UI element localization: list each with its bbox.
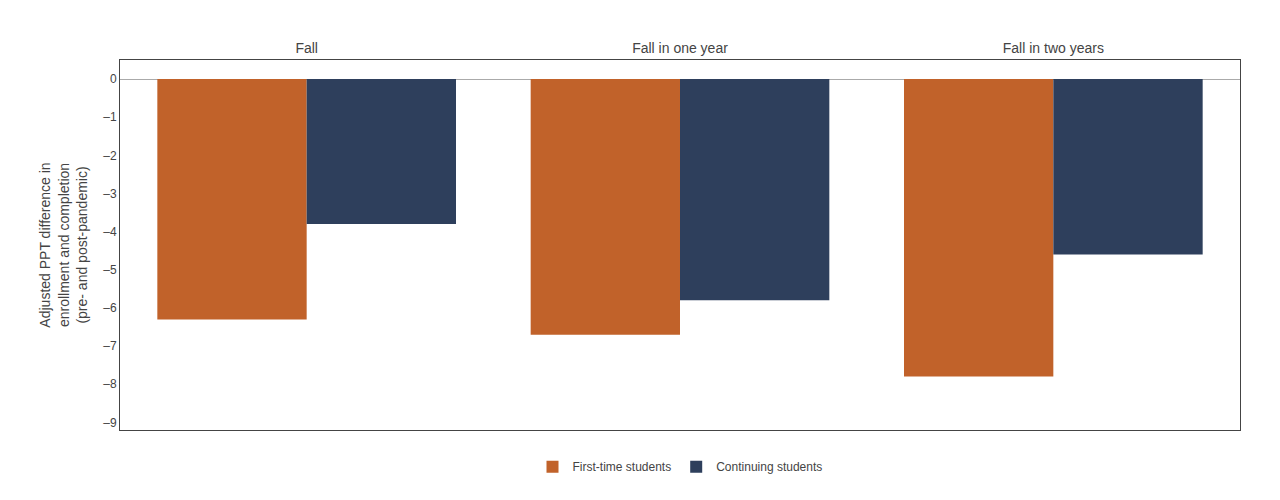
svg-text:–4: –4 [103, 225, 117, 239]
svg-text:Adjusted PPT difference inenro: Adjusted PPT difference inenrollment and… [37, 162, 89, 327]
svg-text:–1: –1 [103, 110, 117, 124]
svg-text:–6: –6 [103, 301, 117, 315]
svg-text:–5: –5 [103, 263, 117, 277]
svg-text:First-time students: First-time students [573, 460, 672, 474]
svg-text:–7: –7 [103, 339, 117, 353]
svg-text:Fall: Fall [295, 40, 318, 56]
svg-text:Fall in one year: Fall in one year [632, 40, 728, 56]
svg-text:–9: –9 [103, 416, 117, 430]
svg-text:0: 0 [110, 72, 117, 86]
svg-text:Fall in two years: Fall in two years [1003, 40, 1104, 56]
svg-text:–3: –3 [103, 187, 117, 201]
svg-text:–2: –2 [103, 149, 117, 163]
svg-text:–8: –8 [103, 377, 117, 391]
svg-text:Continuing students: Continuing students [716, 460, 822, 474]
